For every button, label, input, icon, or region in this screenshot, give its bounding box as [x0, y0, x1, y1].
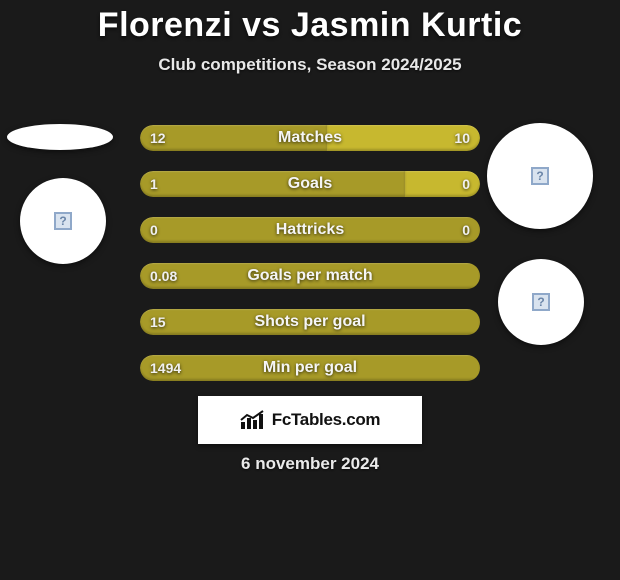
bar-left-segment [140, 125, 327, 151]
stat-left-value: 0.08 [150, 263, 177, 289]
image-placeholder-icon: ? [531, 167, 549, 185]
bar-left-segment [140, 217, 480, 243]
stat-bars: 1210Matches10Goals00Hattricks0.08Goals p… [140, 125, 480, 401]
right-player-avatar: ? [487, 123, 593, 229]
stat-row: 10Goals [140, 171, 480, 197]
bar-left-segment [140, 171, 405, 197]
stat-left-value: 0 [150, 217, 158, 243]
bar-left-segment [140, 309, 480, 335]
image-placeholder-icon: ? [54, 212, 72, 230]
stat-right-value: 10 [454, 125, 470, 151]
brand-chart-icon [240, 410, 266, 430]
subtitle: Club competitions, Season 2024/2025 [0, 55, 620, 75]
left-player-avatar [7, 124, 113, 150]
brand-text: FcTables.com [272, 410, 381, 430]
stat-left-value: 12 [150, 125, 166, 151]
stat-row: 15Shots per goal [140, 309, 480, 335]
left-club-logo: ? [20, 178, 106, 264]
stat-row: 00Hattricks [140, 217, 480, 243]
stat-row: 1494Min per goal [140, 355, 480, 381]
bar-left-segment [140, 355, 480, 381]
stat-row: 1210Matches [140, 125, 480, 151]
image-placeholder-icon: ? [532, 293, 550, 311]
stat-left-value: 1 [150, 171, 158, 197]
stat-right-value: 0 [462, 217, 470, 243]
stat-right-value: 0 [462, 171, 470, 197]
date-text: 6 november 2024 [0, 454, 620, 474]
bar-left-segment [140, 263, 480, 289]
right-club-logo: ? [498, 259, 584, 345]
stat-left-value: 1494 [150, 355, 181, 381]
stat-row: 0.08Goals per match [140, 263, 480, 289]
page-title: Florenzi vs Jasmin Kurtic [0, 0, 620, 45]
brand-box: FcTables.com [198, 396, 422, 444]
stat-left-value: 15 [150, 309, 166, 335]
